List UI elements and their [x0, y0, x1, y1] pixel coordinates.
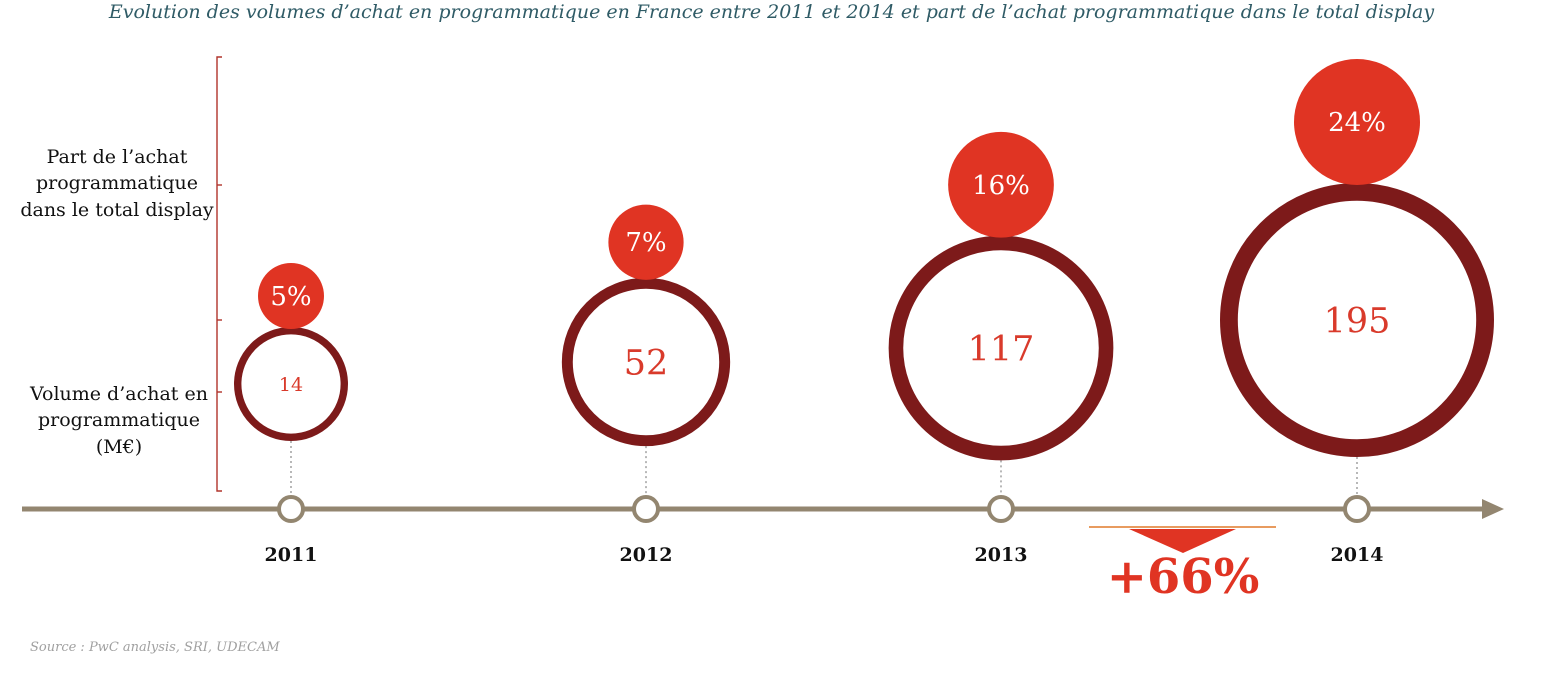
share-value-2011: 5% [270, 282, 311, 312]
share-bubble-2013 [948, 131, 1054, 238]
chart-title: Evolution des volumes d’achat en program… [108, 1, 1435, 23]
volume-ring-2014 [1220, 182, 1495, 458]
share-label-line-2: programmatique [36, 172, 198, 194]
volume-value-2013: 117 [968, 330, 1035, 370]
share-label-line-3: dans le total display [20, 199, 214, 221]
growth-label: +66% [1107, 549, 1260, 605]
label-bracket [216, 56, 222, 492]
volume-label-line-3: (M€) [96, 436, 142, 458]
share-label-line-1: Part de l’achat [47, 146, 188, 168]
year-marker-2011 [277, 495, 305, 523]
year-label-2014: 2014 [1331, 544, 1384, 566]
year-marker-2014 [1343, 495, 1371, 523]
share-bubble-2011 [258, 263, 324, 329]
year-marker-2013 [987, 495, 1015, 523]
share-bubble-2012 [608, 204, 684, 280]
growth-triangle [1129, 529, 1236, 553]
share-bubble-2014 [1294, 59, 1420, 185]
year-marker-2012 [632, 495, 660, 523]
volume-label-line-2: programmatique [38, 409, 200, 431]
share-value-2013: 16% [972, 171, 1030, 201]
year-label-2011: 2011 [265, 544, 318, 566]
year-label-2013: 2013 [975, 544, 1028, 566]
share-value-2014: 24% [1328, 108, 1386, 138]
volume-label-line-1: Volume d’achat en [29, 383, 208, 405]
volume-value-2012: 52 [624, 344, 669, 384]
volume-ring-2011 [234, 327, 348, 442]
volume-value-2011: 14 [279, 374, 303, 396]
volume-ring-2013 [888, 235, 1114, 461]
year-label-2012: 2012 [620, 544, 673, 566]
share-value-2012: 7% [625, 228, 666, 258]
source-note: Source : PwC analysis, SRI, UDECAM [30, 640, 280, 655]
volume-ring-2012 [561, 277, 731, 447]
timeline-arrowhead [1482, 499, 1504, 519]
volume-value-2014: 195 [1324, 302, 1391, 342]
